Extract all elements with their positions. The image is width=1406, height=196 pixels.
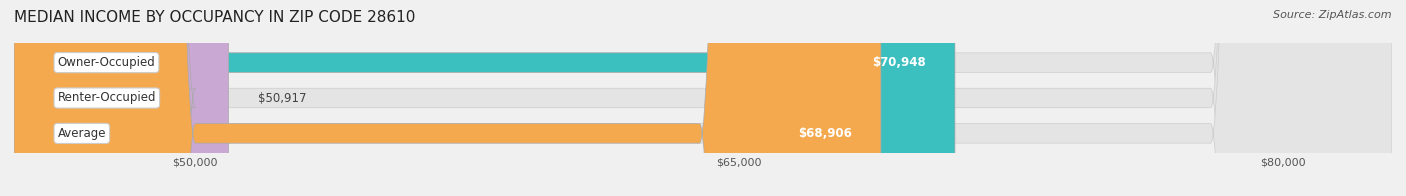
Text: Owner-Occupied: Owner-Occupied (58, 56, 155, 69)
Text: $50,917: $50,917 (257, 92, 307, 104)
FancyBboxPatch shape (14, 0, 882, 196)
Text: Source: ZipAtlas.com: Source: ZipAtlas.com (1274, 10, 1392, 20)
Text: Average: Average (58, 127, 105, 140)
FancyBboxPatch shape (14, 0, 955, 196)
FancyBboxPatch shape (14, 0, 1392, 196)
Text: $70,948: $70,948 (872, 56, 927, 69)
FancyBboxPatch shape (14, 0, 1392, 196)
Text: Renter-Occupied: Renter-Occupied (58, 92, 156, 104)
FancyBboxPatch shape (14, 0, 1392, 196)
Text: $68,906: $68,906 (799, 127, 852, 140)
Text: MEDIAN INCOME BY OCCUPANCY IN ZIP CODE 28610: MEDIAN INCOME BY OCCUPANCY IN ZIP CODE 2… (14, 10, 415, 25)
FancyBboxPatch shape (14, 0, 229, 196)
